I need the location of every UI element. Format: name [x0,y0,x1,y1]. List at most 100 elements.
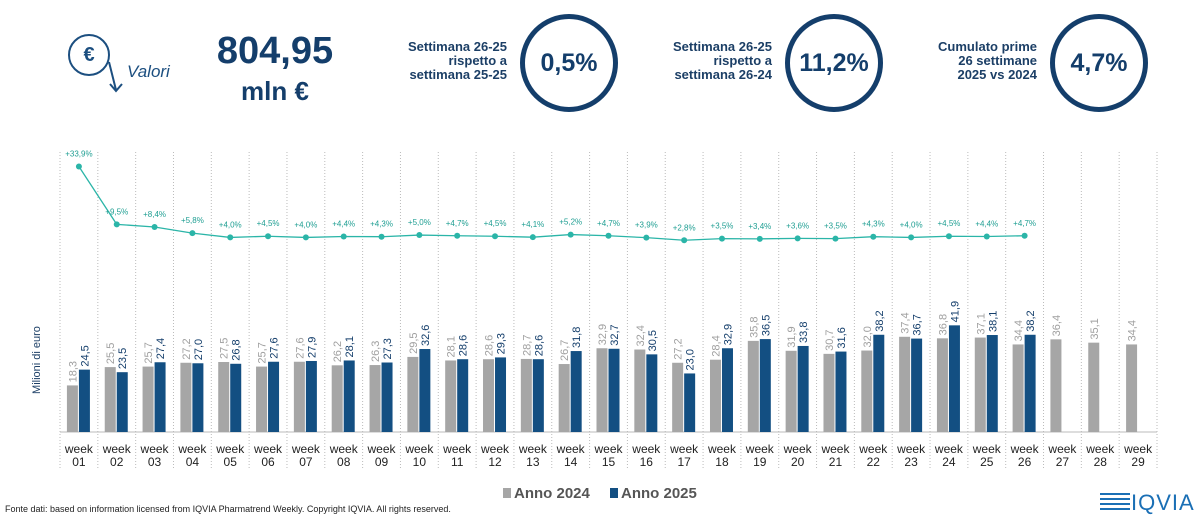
bar [672,362,684,432]
bar-label: 27,9 [306,337,318,358]
icon-euro: € [83,44,94,66]
growth-label: +4,0% [900,220,923,229]
logo-mark [1100,493,1130,510]
kpi-label-line: settimana 26-24 [674,67,772,82]
bar-label: 26,2 [332,341,344,362]
bar [483,359,495,432]
x-tick-label: week 29 [1124,442,1153,469]
bar-label: 27,5 [219,338,231,359]
bar [608,348,620,432]
kpi-label-line: rispetto a [448,53,507,68]
x-tick-label: week 16 [632,442,661,469]
bar-label: 25,7 [257,342,269,363]
bar-label: 30,7 [824,329,836,350]
bar-label: 24,5 [79,345,91,366]
bar-label: 30,5 [647,330,659,351]
bar-label: 28,6 [484,335,496,356]
bar [986,335,998,432]
bar [407,356,419,432]
bar [974,337,986,432]
bar [596,348,608,432]
legend-label: Anno 2024 [514,485,591,502]
icon [68,34,110,76]
x-tick-label: week 18 [707,442,736,469]
bar [570,351,582,432]
kpi-value: 4,7% [1050,14,1148,112]
kpi-value: 11,2% [785,14,883,112]
growth-label: +3,6% [786,221,809,230]
growth-label: +4,7% [1013,219,1036,228]
growth-label: +5,2% [559,218,582,227]
legend-swatch [610,488,618,498]
x-tick-label: week 05 [216,442,245,469]
kpi-label-line: Cumulato prime [938,39,1037,54]
legend-swatch [503,488,511,498]
bar-label: 31,6 [836,327,848,348]
bar-label: 36,8 [937,314,949,335]
bar [1126,344,1138,432]
growth-label: +4,3% [862,220,885,229]
x-tick-label: week 06 [254,442,283,469]
growth-point [529,234,536,241]
bar-label: 32,4 [635,325,647,346]
bar [104,367,116,432]
growth-label: +3,4% [748,222,771,231]
bar [684,373,696,432]
growth-label: +4,7% [446,219,469,228]
legend-label: Anno 2025 [621,485,697,502]
growth-point [454,232,461,239]
kpi-label: Settimana 26-25 rispetto a settimana 26-24 [660,40,772,82]
growth-point [492,233,499,240]
bar-label: 28,4 [710,335,722,356]
growth-point [832,235,839,242]
growth-label: +4,5% [937,219,960,228]
x-tick-label: week 13 [518,442,547,469]
bar-label: 35,8 [748,316,760,337]
bar-label: 32,7 [609,324,621,345]
growth-label: +3,5% [711,222,734,231]
bar [759,339,771,432]
bar-label: 18,3 [67,361,79,382]
growth-label: +4,4% [332,219,355,228]
bar [1050,339,1062,432]
bar-label: 27,6 [269,337,281,358]
bar-label: 41,9 [949,301,961,322]
growth-label: +4,3% [370,220,393,229]
bar-label: 34,4 [1127,320,1139,341]
growth-point [681,237,688,244]
x-tick-label: week 28 [1086,442,1115,469]
bar-label: 26,7 [559,340,571,361]
bar-label: 25,7 [143,342,155,363]
x-tick-label: week 07 [291,442,320,469]
bar-label: 27,6 [294,337,306,358]
x-tick-label: week 02 [102,442,131,469]
x-tick-label: week 19 [745,442,774,469]
bar-label: 36,5 [760,315,772,336]
bar [457,359,469,432]
source: Fonte dati: based on information license… [5,504,451,514]
bar [445,360,457,432]
growth-label: +4,0% [219,220,242,229]
growth-point [265,233,272,240]
growth-label: +4,7% [597,219,620,228]
growth-point [189,230,196,237]
bar-label: 28,1 [446,336,458,357]
bar-label: 28,6 [458,335,470,356]
growth-point [1021,232,1028,239]
bar-label: 32,9 [722,324,734,345]
x-tick-label: week 01 [64,442,93,469]
logo: IQVIA [1131,490,1195,515]
growth-point [718,235,725,242]
growth-point [75,163,82,170]
bar-label: 38,2 [1025,310,1037,331]
growth-line [78,166,1025,241]
bar [180,362,192,432]
bar [305,360,317,432]
bar [230,363,242,432]
x-tick-label: week 24 [934,442,963,469]
kpi-value: 0,5% [520,14,618,112]
growth-label: +3,9% [635,221,658,230]
bar [646,354,658,432]
x-tick-label: week 12 [481,442,510,469]
